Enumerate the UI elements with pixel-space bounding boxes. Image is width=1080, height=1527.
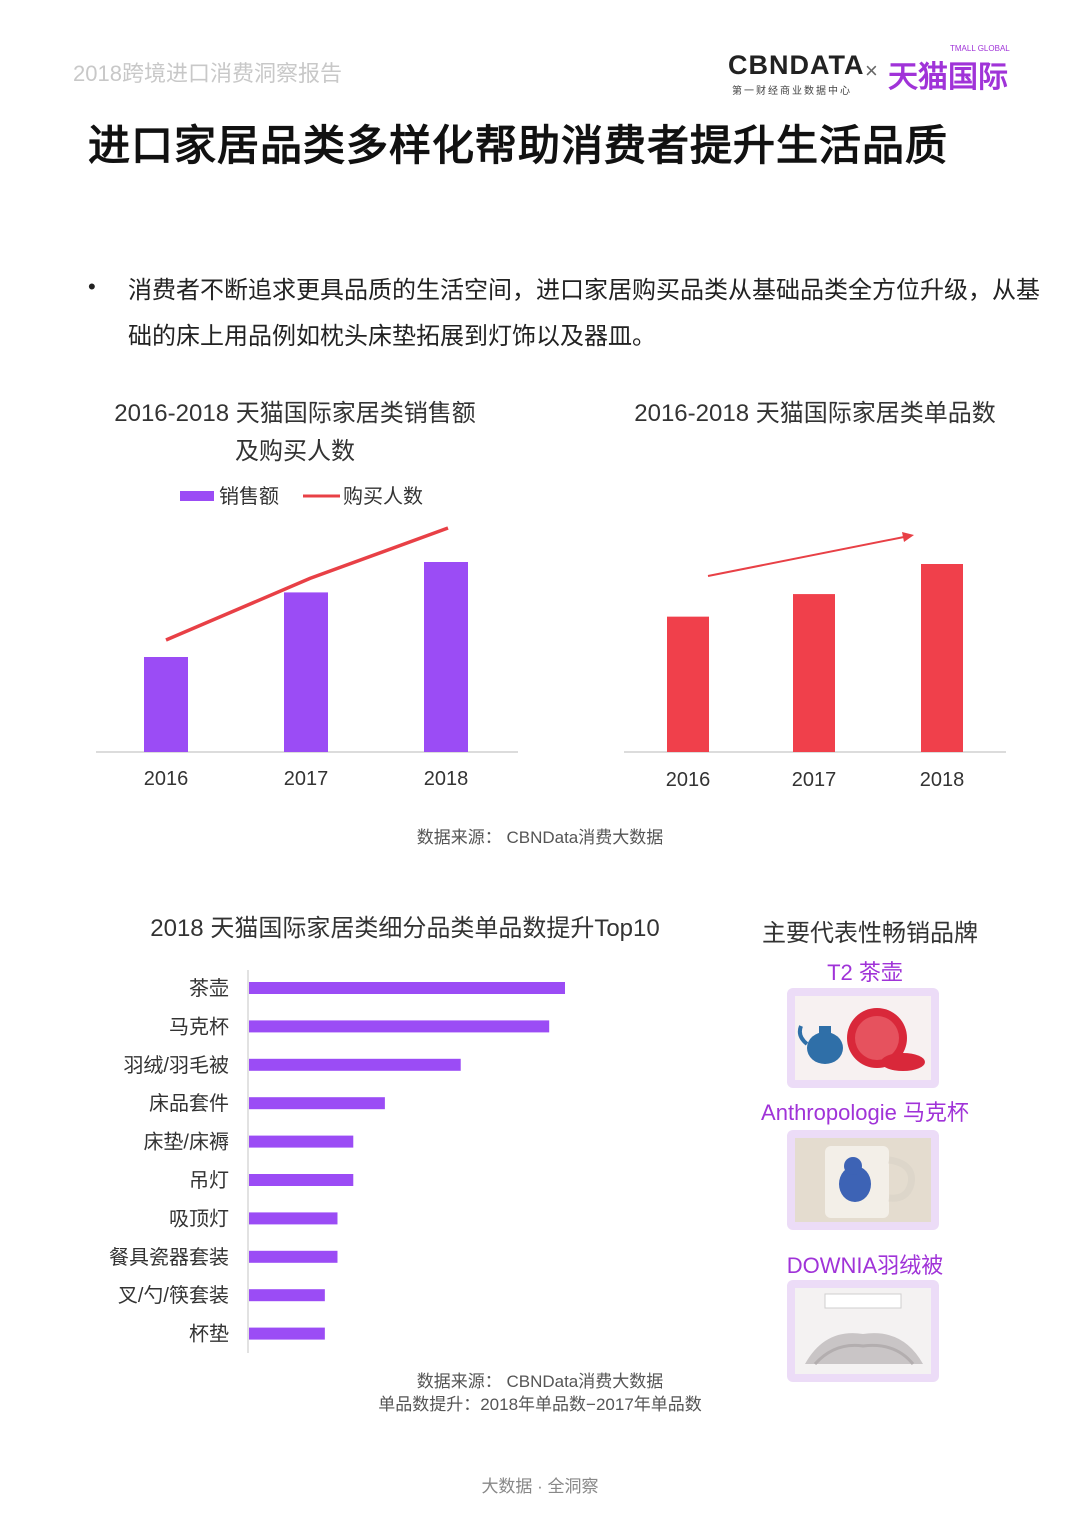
- chart1-tick-label: 2017: [284, 768, 329, 790]
- brand-image-downia-duvet: [787, 1280, 939, 1382]
- source-note-2-line2: 单品数提升：2018年单品数−2017年单品数: [378, 1395, 702, 1414]
- chart3-title: 2018 天猫国际家居类细分品类单品数提升Top10: [150, 915, 660, 942]
- brand-image-anthropologie-mug: [787, 1130, 939, 1230]
- chart1-tick-label: 2016: [144, 768, 189, 790]
- chart3-bar: [249, 1250, 338, 1263]
- chart3-bar: [249, 1135, 354, 1148]
- chart3-category-label: 吊灯: [189, 1169, 229, 1192]
- chart3-bar: [249, 1020, 550, 1033]
- chart3-category-label: 叉/勺/筷套装: [118, 1284, 229, 1307]
- chart3-category-label: 餐具瓷器套装: [109, 1246, 229, 1269]
- chart2-svg: 2016 2017 2018: [624, 532, 1006, 791]
- chart2-bar-2017: [793, 594, 835, 752]
- tmall-logo: 天猫国际: [888, 61, 1008, 94]
- brand-image-t2-teapot: [787, 988, 939, 1088]
- brands-title: 主要代表性畅销品牌: [762, 920, 978, 947]
- source-note-1: 数据来源： CBNData消费大数据: [416, 828, 664, 847]
- chart1-svg: 销售额 购买人数 2016 2017 2018: [96, 485, 518, 790]
- legend-label-buyers: 购买人数: [343, 485, 423, 508]
- report-name: 2018跨境进口消费洞察报告: [73, 61, 342, 86]
- chart1-title: 2016-2018 天猫国际家居类销售额 及购买人数: [80, 395, 510, 471]
- chart3-bar: [249, 982, 565, 994]
- chart1-bar-2016: [144, 657, 188, 752]
- chart2-tick-label: 2016: [666, 769, 711, 791]
- chart3-bar: [249, 1289, 325, 1302]
- chart3-category-label: 茶壶: [189, 977, 229, 1000]
- chart2-bar-2016: [667, 616, 709, 752]
- teapot-image: [795, 996, 931, 1080]
- chart1-buyers-line: [165, 526, 449, 642]
- chart2-tick-label: 2018: [920, 769, 965, 791]
- cbndata-logo-subtitle: 第一财经商业数据中心: [732, 86, 852, 97]
- chart2-title: 2016-2018 天猫国际家居类单品数: [634, 400, 996, 427]
- bullet-marker: •: [88, 274, 96, 299]
- chart3-bar: [249, 1058, 461, 1071]
- brand-label-t2: T2 茶壶: [827, 960, 903, 985]
- chart3-category-label: 床品套件: [149, 1092, 229, 1115]
- chart3-bar: [249, 1327, 325, 1340]
- duvet-image: [795, 1288, 931, 1374]
- bullet-text: 消费者不断追求更具品质的生活空间，进口家居购买品类从基础品类全方位升级，从基础的…: [128, 277, 1040, 350]
- chart3-category-label: 床垫/床褥: [143, 1131, 229, 1154]
- chart2-trend-arrow-head: [902, 532, 914, 542]
- chart3-bar: [249, 1097, 385, 1110]
- chart3-category-label: 吸顶灯: [169, 1207, 229, 1230]
- cbndata-logo: CBNDATA: [728, 50, 865, 80]
- chart1-tick-label: 2018: [424, 768, 469, 790]
- chart2-trend-arrow-line: [707, 536, 905, 577]
- chart3-category-label: 羽绒/羽毛被: [123, 1054, 229, 1077]
- legend-label-sales: 销售额: [219, 485, 279, 508]
- brand-label-downia: DOWNIA羽绒被: [786, 1253, 944, 1278]
- chart3-category-label: 马克杯: [169, 1015, 229, 1038]
- chart3-bar: [249, 1212, 338, 1225]
- chart3-category-label: 杯垫: [189, 1323, 229, 1346]
- footer-tagline: 大数据 · 全洞察: [481, 1477, 599, 1496]
- mug-image: [795, 1138, 931, 1222]
- chart2-bar-2018: [921, 564, 963, 752]
- page-title: 进口家居品类多样化帮助消费者提升生活品质: [88, 122, 949, 169]
- logo-group: CBNDATA 第一财经商业数据中心 × 天猫国际 TMALL GLOBAL: [728, 44, 1018, 98]
- chart1-bar-2018: [424, 562, 468, 752]
- legend-swatch-sales: [180, 491, 214, 501]
- source-note-2: 数据来源： CBNData消费大数据 单品数提升：2018年单品数−2017年单…: [240, 1370, 840, 1416]
- times-icon: ×: [865, 58, 878, 83]
- chart1-bar-2017: [284, 592, 328, 752]
- chart1-title-line2: 及购买人数: [235, 438, 355, 465]
- chart3-bar: [249, 1174, 354, 1186]
- chart1-title-line1: 2016-2018 天猫国际家居类销售额: [114, 400, 476, 427]
- chart2-tick-label: 2017: [792, 769, 837, 791]
- tmall-logo-subtitle: TMALL GLOBAL: [950, 44, 1010, 53]
- source-note-2-line1: 数据来源： CBNData消费大数据: [416, 1372, 664, 1391]
- brand-label-anthropologie: Anthropologie 马克杯: [761, 1100, 969, 1125]
